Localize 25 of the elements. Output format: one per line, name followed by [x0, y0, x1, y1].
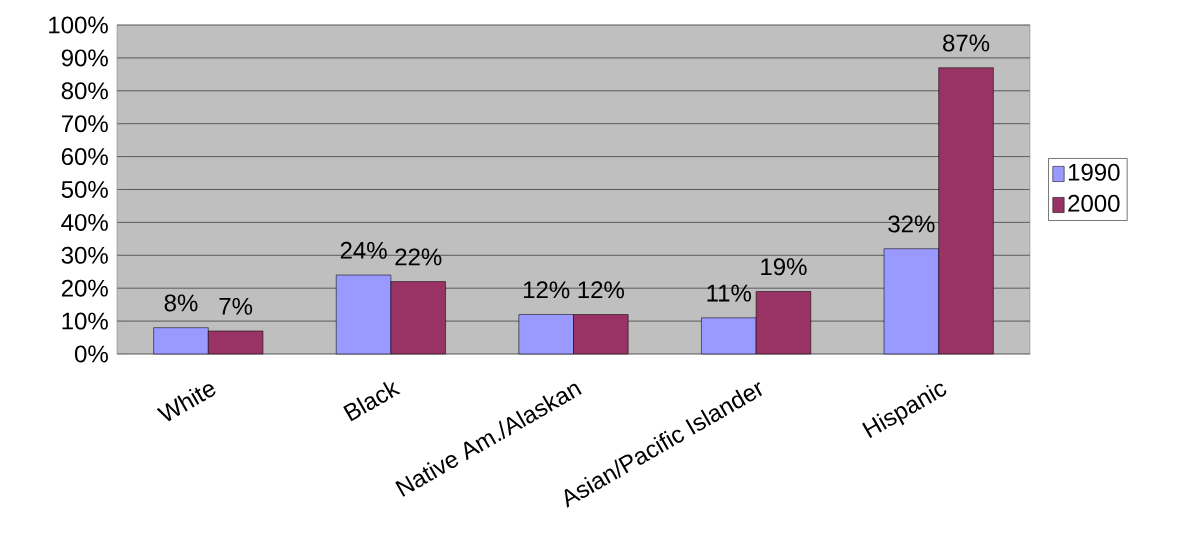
data-label: 22% [395, 248, 442, 266]
data-label: 12% [523, 281, 570, 299]
data-label: 19% [761, 258, 807, 276]
y-tick-label: 0% [75, 345, 108, 363]
data-label: 8% [164, 294, 198, 312]
y-tick-label: 30% [61, 246, 108, 264]
y-tick-label: 90% [61, 49, 108, 67]
y-tick-label: 80% [61, 82, 108, 100]
data-label: 7% [219, 297, 253, 315]
legend-label: 1990 [1068, 163, 1120, 181]
data-label: 12% [578, 281, 624, 299]
y-tick-label: 10% [62, 312, 108, 330]
data-label: 87% [943, 34, 990, 52]
data-label: 32% [888, 215, 935, 233]
x-tick-label: Black [343, 382, 401, 422]
y-tick-label: 20% [61, 279, 108, 297]
data-label: 24% [340, 241, 387, 259]
data-label: 11% [707, 284, 752, 302]
y-tick-label: 100% [49, 16, 108, 34]
y-tick-label: 60% [61, 148, 108, 166]
x-tick-label: White [156, 384, 216, 422]
legend-label: 2000 [1068, 194, 1120, 212]
y-tick-label: 40% [61, 213, 108, 231]
y-tick-label: 70% [61, 115, 108, 133]
y-tick-label: 50% [61, 180, 108, 198]
